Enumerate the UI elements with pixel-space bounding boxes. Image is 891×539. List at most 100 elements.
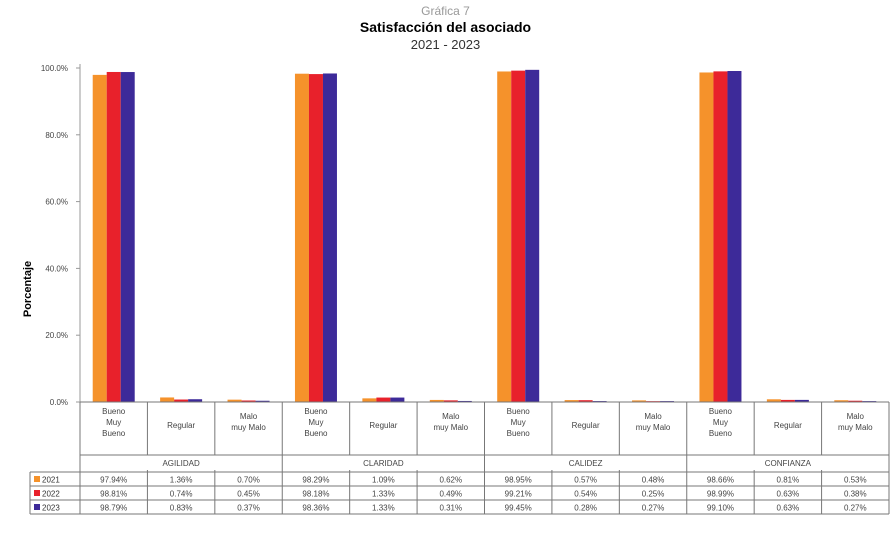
y-tick-label: 100.0%	[41, 64, 68, 73]
bar-2022-10	[780, 399, 795, 402]
bar-2023-3	[322, 73, 337, 402]
data-label-2022-11: 0.38%	[844, 490, 867, 499]
x-category-label: Regular	[572, 421, 600, 430]
data-label-2023-7: 0.28%	[574, 504, 597, 513]
bar-2021-0	[92, 74, 107, 402]
data-label-2023-6: 99.45%	[505, 504, 532, 513]
group-label: CONFIANZA	[765, 459, 812, 468]
bar-2021-5	[429, 399, 444, 402]
data-label-2022-10: 0.63%	[777, 490, 800, 499]
bar-2021-10	[766, 399, 781, 402]
bar-2021-6	[497, 71, 512, 402]
bar-2022-0	[106, 71, 121, 402]
data-label-2021-8: 0.48%	[642, 476, 665, 485]
bar-2022-3	[308, 74, 323, 402]
x-category-label: Regular	[369, 421, 397, 430]
data-label-2022-2: 0.45%	[237, 490, 260, 499]
data-label-2021-5: 0.62%	[439, 476, 462, 485]
bar-2023-9	[727, 71, 742, 403]
chart-title: Satisfacción del asociado	[359, 19, 532, 35]
data-label-2022-0: 98.81%	[100, 490, 127, 499]
data-label-2022-4: 1.33%	[372, 490, 395, 499]
bar-2022-5	[443, 400, 458, 402]
data-label-2023-5: 0.31%	[439, 504, 462, 513]
data-label-2023-4: 1.33%	[372, 504, 395, 513]
bar-2021-2	[227, 399, 242, 402]
bar-2021-7	[564, 400, 579, 402]
x-category-label: Bueno Muy Bueno	[709, 407, 733, 438]
bar-2021-11	[834, 400, 849, 402]
bar-2023-5	[457, 400, 472, 402]
y-tick-label: 60.0%	[45, 198, 68, 207]
legend-label-2021: 2021	[42, 476, 60, 485]
data-label-2022-1: 0.74%	[170, 490, 193, 499]
legend-swatch-2023	[34, 504, 40, 510]
data-label-2022-5: 0.49%	[439, 490, 462, 499]
bar-2023-0	[120, 72, 135, 403]
x-category-label: Malo muy Malo	[433, 412, 468, 432]
bar-2021-3	[294, 73, 309, 403]
x-category-label: Regular	[774, 421, 802, 430]
x-category-label: Malo muy Malo	[838, 412, 873, 432]
data-label-2021-1: 1.36%	[170, 476, 193, 485]
data-label-2022-7: 0.54%	[574, 490, 597, 499]
data-label-2022-6: 99.21%	[505, 490, 532, 499]
bar-2023-10	[794, 399, 809, 402]
data-label-2021-2: 0.70%	[237, 476, 260, 485]
legend-swatch-2021	[34, 476, 40, 482]
data-label-2022-9: 98.99%	[707, 490, 734, 499]
bar-2022-1	[174, 399, 189, 402]
data-label-2021-4: 1.09%	[372, 476, 395, 485]
legend-label-2022: 2022	[42, 490, 60, 499]
data-label-2023-0: 98.79%	[100, 504, 127, 513]
bar-2021-8	[632, 400, 647, 402]
bar-2022-2	[241, 400, 256, 402]
x-category-label: Regular	[167, 421, 195, 430]
bar-2022-7	[578, 400, 593, 402]
bar-2022-4	[376, 397, 391, 402]
data-label-2023-11: 0.27%	[844, 504, 867, 513]
bar-2023-1	[188, 399, 203, 402]
bar-2021-4	[362, 398, 377, 402]
data-label-2021-11: 0.53%	[844, 476, 867, 485]
group-label: CALIDEZ	[569, 459, 603, 468]
legend-swatch-2022	[34, 490, 40, 496]
data-label-2023-9: 99.10%	[707, 504, 734, 513]
bar-2022-6	[511, 70, 526, 402]
legend-label-2023: 2023	[42, 504, 60, 513]
data-label-2023-3: 98.36%	[302, 504, 329, 513]
bar-2023-2	[255, 400, 270, 402]
x-category-label: Bueno Muy Bueno	[102, 407, 126, 438]
bar-2023-6	[525, 69, 540, 402]
data-label-2021-9: 98.66%	[707, 476, 734, 485]
group-label: CLARIDAD	[363, 459, 404, 468]
group-label: AGILIDAD	[162, 459, 200, 468]
data-label-2022-3: 98.18%	[302, 490, 329, 499]
x-category-label: Malo muy Malo	[636, 412, 671, 432]
bar-2021-1	[160, 397, 175, 402]
data-label-2023-2: 0.37%	[237, 504, 260, 513]
x-category-label: Bueno Muy Bueno	[304, 407, 328, 438]
data-label-2023-8: 0.27%	[642, 504, 665, 513]
chart-subtitle: 2021 - 2023	[410, 37, 481, 52]
data-label-2021-0: 97.94%	[100, 476, 127, 485]
y-tick-label: 20.0%	[45, 331, 68, 340]
bar-2023-4	[390, 397, 405, 402]
bar-2022-9	[713, 71, 728, 402]
chart-supertitle: Gráfica 7	[421, 4, 470, 18]
data-label-2021-7: 0.57%	[574, 476, 597, 485]
data-label-2021-10: 0.81%	[777, 476, 800, 485]
data-label-2023-1: 0.83%	[170, 504, 193, 513]
y-tick-label: 80.0%	[45, 131, 68, 140]
x-category-label: Bueno Muy Bueno	[507, 407, 531, 438]
data-label-2023-10: 0.63%	[777, 504, 800, 513]
y-tick-label: 0.0%	[50, 398, 68, 407]
bar-2021-9	[699, 72, 714, 403]
y-tick-label: 40.0%	[45, 264, 68, 273]
data-label-2022-8: 0.25%	[642, 490, 665, 499]
data-label-2021-6: 98.95%	[505, 476, 532, 485]
data-label-2021-3: 98.29%	[302, 476, 329, 485]
x-category-label: Malo muy Malo	[231, 412, 266, 432]
bar-2022-11	[848, 400, 863, 402]
